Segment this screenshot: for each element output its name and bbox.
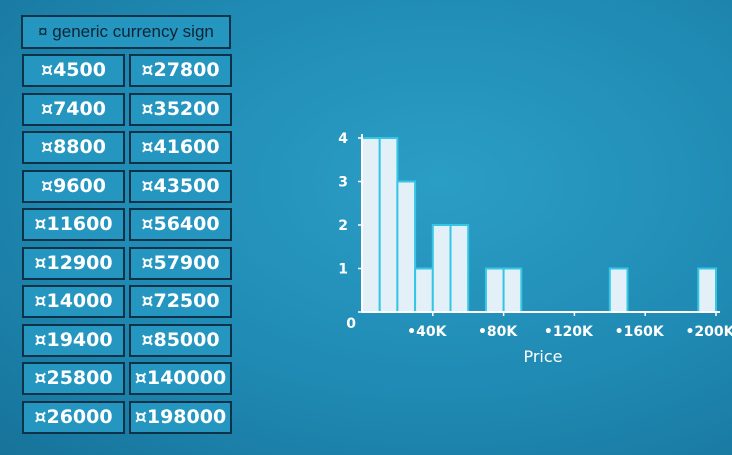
histogram-bar [697,267,717,313]
price-cell-left: ¤11600 [22,208,125,241]
x-axis-label: Price [523,347,562,366]
histogram-bar [414,267,434,313]
price-cell-left: ¤7400 [22,92,125,126]
y-tick-label: 4 [338,131,348,147]
price-cell-left: ¤12900 [22,246,125,280]
price-cell-left: ¤26000 [22,400,125,434]
y-tick-label: 1 [338,262,348,278]
x-tick-label: •80K [478,324,518,340]
price-cell-right: ¤56400 [129,208,232,241]
histogram-bar [378,137,399,313]
price-cell-left: ¤9600 [22,169,125,203]
y-tick-label: 2 [338,218,348,234]
price-cell-right: ¤85000 [129,323,232,357]
histogram-bar [396,180,417,313]
price-cell-right: ¤57900 [129,246,232,280]
price-cell-right: ¤35200 [129,92,232,126]
histogram-bar [449,224,470,313]
histogram-bar [608,267,629,313]
y-tick-label: 3 [338,175,348,191]
price-cell-right: ¤140000 [129,362,232,395]
price-cell-left: ¤14000 [22,285,125,318]
price-cell-left: ¤19400 [22,323,125,357]
price-cell-left: ¤8800 [22,131,125,164]
x-tick-label: •120K [544,324,594,340]
price-cell-right: ¤198000 [129,400,232,434]
price-cell-right: ¤41600 [129,131,232,164]
histogram-bar [431,224,452,313]
histogram-bar [484,267,505,313]
table-header: ¤ generic currency sign [21,15,231,49]
price-cell-left: ¤4500 [22,54,125,87]
price-cell-left: ¤25800 [22,362,125,395]
price-cell-right: ¤27800 [129,54,232,87]
x-tick-label: •160K [615,324,665,340]
price-cell-right: ¤43500 [129,169,232,203]
histogram-bar [502,267,523,313]
y-tick-label: 0 [346,316,356,332]
x-tick-label: •40K [407,324,447,340]
price-cell-right: ¤72500 [129,285,232,318]
x-tick-label: •200K [685,324,732,340]
histogram-bar [361,137,381,313]
